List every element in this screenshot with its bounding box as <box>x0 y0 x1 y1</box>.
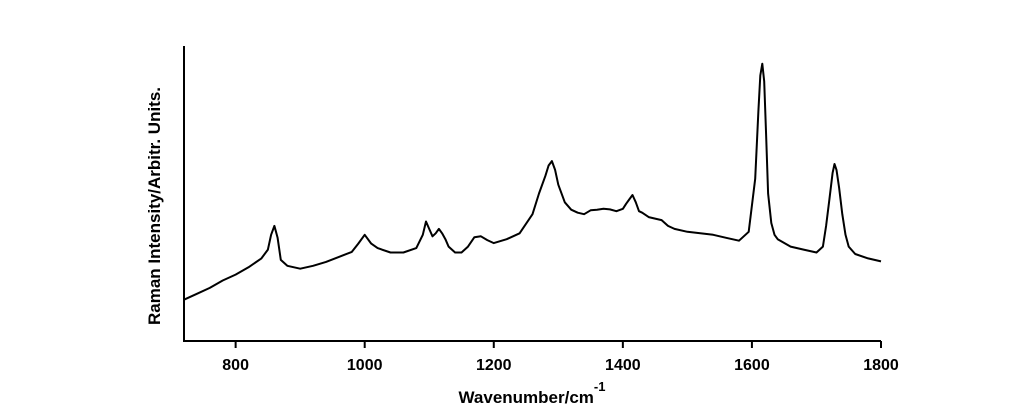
y-axis-title: Raman Intensity/Arbitr. Units. <box>145 87 164 325</box>
x-tick-label: 800 <box>222 357 249 374</box>
axes <box>183 46 881 342</box>
x-axis-title-main: Wavenumber/cm <box>459 388 594 407</box>
x-tick-label: 1200 <box>476 357 512 374</box>
x-axis-ticks <box>234 341 882 348</box>
x-axis-title: Wavenumber/cm-1 <box>459 379 606 407</box>
x-tick-label: 1800 <box>863 357 899 374</box>
x-axis-tick-labels: 800 1000 1200 1400 1600 1800 <box>222 357 899 374</box>
x-tick-label: 1000 <box>347 357 383 374</box>
x-tick-label: 1400 <box>605 357 641 374</box>
x-tick-label: 1600 <box>734 357 770 374</box>
x-axis-title-superscript: -1 <box>594 379 606 394</box>
spectrum-series-line <box>183 62 882 301</box>
